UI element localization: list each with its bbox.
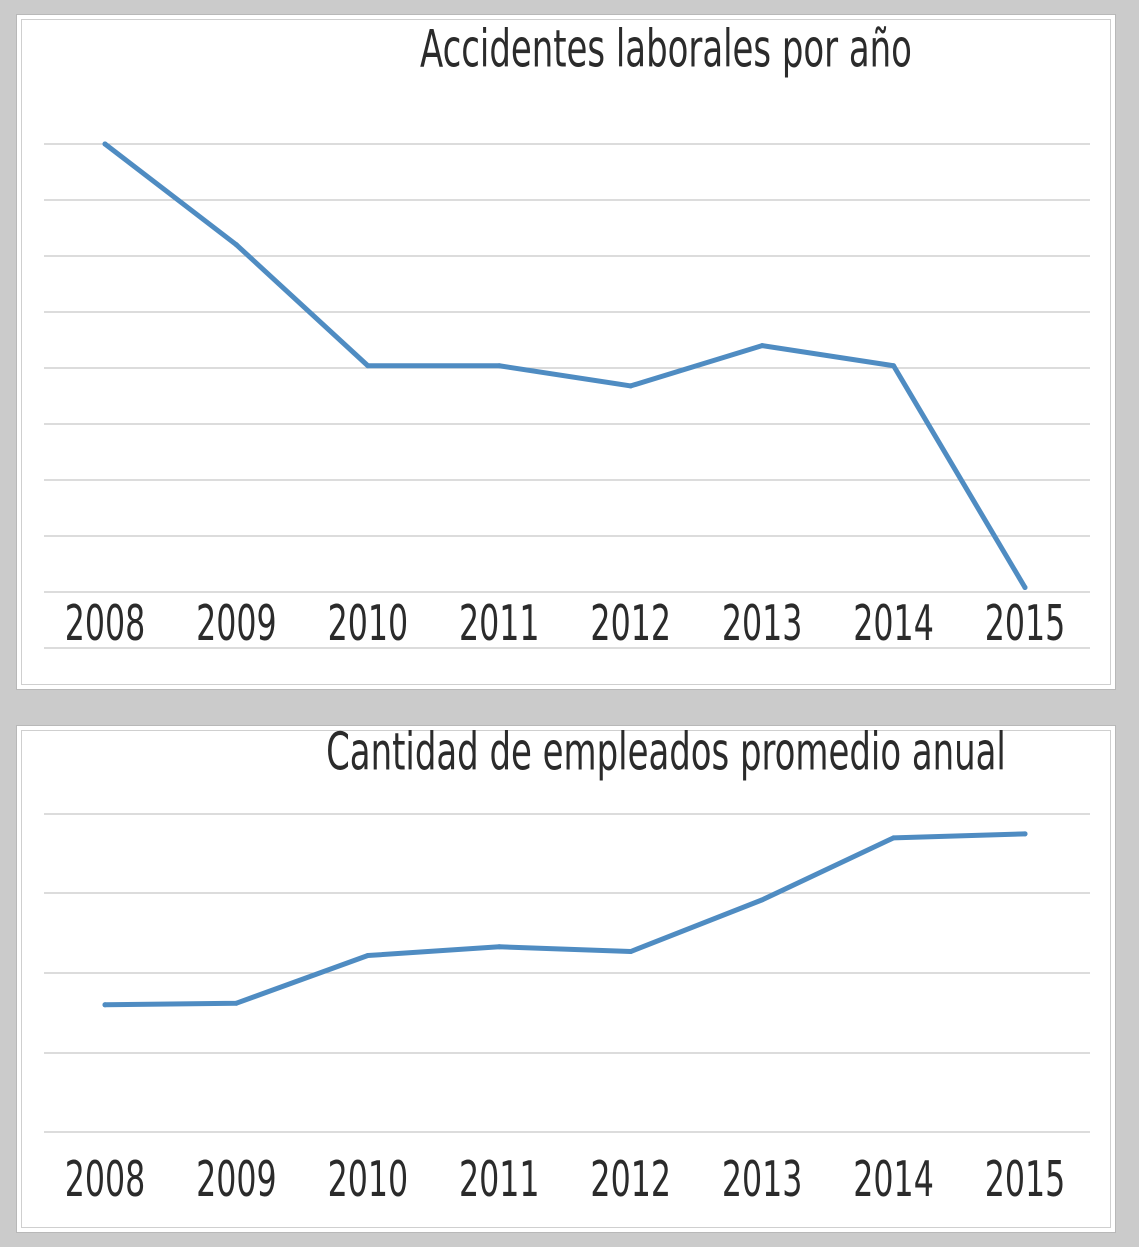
x-tick-label: 2009 [196, 595, 277, 653]
x-tick-label: 2012 [590, 1151, 671, 1209]
x-tick-label: 2012 [590, 595, 671, 653]
data-point [496, 363, 502, 369]
gridlines [44, 813, 1090, 1133]
x-tick-label: 2013 [722, 1151, 803, 1209]
series-marks [102, 831, 1028, 1008]
empleados-chart: Cantidad de empleados promedio anual 200… [44, 726, 1090, 1209]
data-point [628, 949, 634, 955]
x-tick-label: 2011 [459, 595, 540, 653]
data-point [1022, 831, 1028, 837]
data-point [365, 363, 371, 369]
data-point [233, 1000, 239, 1006]
data-point [102, 141, 108, 147]
data-point [233, 242, 239, 248]
data-point [1022, 585, 1028, 591]
data-point [759, 897, 765, 903]
accidentes-chart: Accidentes laborales por año 2008 2009 201… [44, 19, 1090, 653]
x-tick-label: 2010 [328, 1151, 409, 1209]
x-tick-label: 2010 [328, 595, 409, 653]
x-tick-label: 2014 [853, 595, 934, 653]
series-marks [102, 141, 1028, 591]
data-point [365, 953, 371, 959]
chart-title: Accidentes laborales por año [420, 19, 912, 79]
x-tick-label: 2008 [65, 595, 146, 653]
x-tick-label: 2008 [65, 1151, 146, 1209]
gridlines [44, 143, 1090, 649]
data-point [891, 363, 897, 369]
chart-frame [21, 730, 1111, 1228]
chart-panel-empleados: Cantidad de empleados promedio anual 200… [16, 725, 1116, 1233]
data-point [102, 1002, 108, 1008]
x-tick-label: 2011 [459, 1151, 540, 1209]
x-tick-label: 2009 [196, 1151, 277, 1209]
data-point [496, 944, 502, 950]
x-axis-ticks: 2008 2009 2010 2011 2012 2013 2014 2015 [65, 1151, 1066, 1209]
chart-frame [21, 19, 1111, 685]
chart-panel-accidentes: Accidentes laborales por año 2008 2009 201… [16, 14, 1116, 690]
data-point [759, 343, 765, 349]
x-tick-label: 2013 [722, 595, 803, 653]
series-line [102, 831, 1028, 1008]
x-tick-label: 2014 [853, 1151, 934, 1209]
x-tick-label: 2015 [985, 595, 1066, 653]
series-line [102, 141, 1028, 591]
chart-title: Cantidad de empleados promedio anual [326, 726, 1006, 782]
data-point [628, 383, 634, 389]
x-tick-label: 2015 [985, 1151, 1066, 1209]
data-point [891, 835, 897, 841]
x-axis-ticks: 2008 2009 2010 2011 2012 2013 2014 2015 [65, 595, 1066, 653]
